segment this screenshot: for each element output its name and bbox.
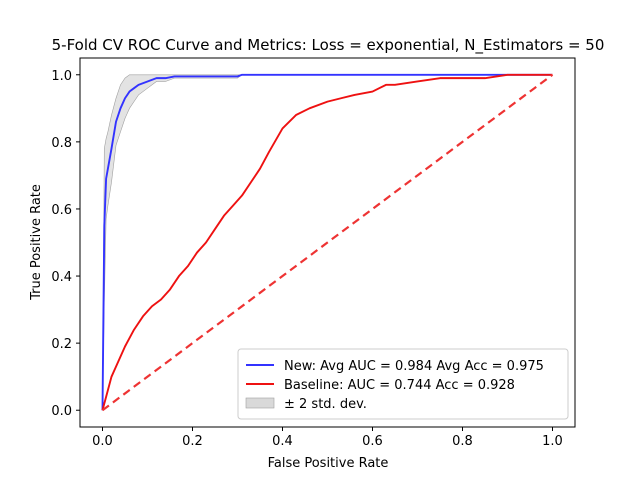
legend-entry-baseline-label: Baseline: AUC = 0.744 Acc = 0.928	[284, 378, 515, 393]
y-tick-label: 0.0	[51, 404, 72, 419]
x-axis-label: False Positive Rate	[268, 456, 389, 471]
y-tick-label: 0.6	[51, 203, 72, 218]
y-tick-label: 0.8	[51, 136, 72, 151]
x-axis-ticks: 0.0 0.2 0.4 0.6 0.8 1.0	[92, 427, 563, 449]
legend-entry-new-label: New: Avg AUC = 0.984 Avg Acc = 0.975	[284, 359, 544, 374]
y-axis-label: True Positive Rate	[29, 184, 44, 301]
y-axis-ticks: 0.0 0.2 0.4 0.6 0.8 1.0	[51, 69, 80, 419]
x-tick-label: 0.2	[182, 434, 203, 449]
legend-entry-band-swatch	[245, 397, 275, 409]
std-dev-band	[102, 74, 553, 411]
legend-box	[237, 348, 569, 420]
y-tick-label: 1.0	[51, 69, 72, 84]
x-tick-label: 0.6	[362, 434, 383, 449]
legend-entry-band-label: ± 2 std. dev.	[284, 397, 367, 412]
legend: New: Avg AUC = 0.984 Avg Acc = 0.975 Base…	[237, 348, 569, 420]
series-line-chance	[101, 73, 554, 412]
series-line-baseline	[101, 73, 553, 411]
chart-title: 5-Fold CV ROC Curve and Metrics: Loss = …	[52, 36, 605, 55]
y-tick-label: 0.4	[51, 270, 72, 285]
plot-area	[79, 57, 576, 428]
series-line-new	[101, 73, 553, 411]
x-tick-label: 0.0	[92, 434, 113, 449]
x-tick-label: 0.4	[272, 434, 293, 449]
plot-frame	[79, 57, 576, 428]
y-tick-label: 0.2	[51, 337, 72, 352]
x-tick-label: 0.8	[452, 434, 473, 449]
x-tick-label: 1.0	[542, 434, 563, 449]
